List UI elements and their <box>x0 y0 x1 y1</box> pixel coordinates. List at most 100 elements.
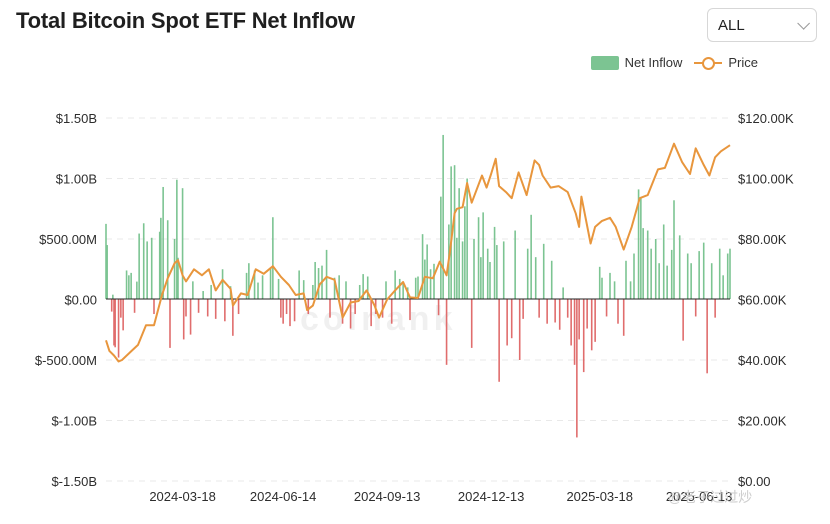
net-inflow-bar <box>128 275 130 299</box>
net-inflow-bar <box>613 281 616 299</box>
net-inflow-bar <box>546 299 548 324</box>
net-inflow-bar <box>192 281 194 299</box>
x-tick-label: 2024-09-13 <box>354 489 421 504</box>
legend-label: Price <box>728 55 758 70</box>
net-inflow-bar <box>534 257 537 299</box>
net-inflow-bar <box>722 275 724 299</box>
net-inflow-bar <box>358 284 361 299</box>
x-tick-label: 2024-03-18 <box>149 489 216 504</box>
net-inflow-bar <box>426 244 428 299</box>
net-inflow-bar <box>510 299 513 339</box>
net-inflow-bar <box>272 217 274 299</box>
net-inflow-bar <box>646 230 649 299</box>
net-inflow-bar <box>153 299 155 315</box>
net-inflow-bar <box>450 166 452 299</box>
net-inflow-bar <box>629 281 632 299</box>
net-inflow-bar <box>706 299 708 374</box>
net-inflow-bar <box>718 248 721 299</box>
net-inflow-bar <box>181 188 184 299</box>
net-inflow-bar <box>125 270 128 299</box>
net-inflow-bar <box>694 299 697 317</box>
net-inflow-bar <box>202 291 204 299</box>
net-inflow-bar <box>333 277 336 299</box>
net-inflow-bar <box>112 294 114 299</box>
net-inflow-bar <box>473 239 475 299</box>
net-inflow-bar <box>598 266 601 299</box>
net-inflow-bar <box>480 257 482 299</box>
net-inflow-bar <box>166 220 169 299</box>
net-inflow-bar <box>678 235 681 299</box>
net-inflow-bar <box>307 299 310 315</box>
net-inflow-bar <box>714 299 716 318</box>
net-inflow-bar <box>437 299 440 316</box>
net-inflow-bar <box>142 223 145 299</box>
net-inflow-bar <box>146 241 148 299</box>
net-inflow-bar <box>670 249 673 299</box>
net-inflow-bar <box>206 299 209 317</box>
net-inflow-bar <box>385 281 387 299</box>
net-inflow-bar <box>542 243 545 299</box>
net-inflow-bar <box>573 299 576 365</box>
net-inflow-bar <box>394 270 396 299</box>
net-inflow-bar <box>224 299 226 322</box>
net-inflow-bar <box>698 251 700 299</box>
net-inflow-bar <box>550 260 553 299</box>
net-inflow-swatch <box>590 55 619 70</box>
net-inflow-bar <box>417 276 419 299</box>
net-inflow-bar <box>197 299 200 313</box>
net-inflow-bar <box>106 245 108 299</box>
net-inflow-bar <box>566 299 569 318</box>
y-right-tick-label: $120.00K <box>738 111 794 126</box>
net-inflow-bar <box>261 275 264 299</box>
net-inflow-bar <box>257 282 259 299</box>
net-inflow-bar <box>390 299 393 324</box>
price-line <box>105 142 731 363</box>
net-inflow-bar <box>345 281 347 299</box>
x-tick-label: 2025-06-13 <box>666 489 733 504</box>
net-inflow-bar <box>526 248 529 299</box>
time-range-dropdown[interactable]: ALL <box>707 8 817 42</box>
net-inflow-bar <box>729 248 731 299</box>
net-inflow-bar <box>514 230 516 299</box>
net-inflow-bar <box>114 299 116 348</box>
net-inflow-bar <box>409 299 411 321</box>
net-inflow-bar <box>398 278 401 299</box>
y-right-tick-label: $20.00K <box>738 414 787 429</box>
net-inflow-bar <box>562 287 564 299</box>
net-inflow-bar <box>502 241 505 299</box>
y-left-tick-label: $500.00M <box>39 232 97 247</box>
x-tick-label: 2024-12-13 <box>458 489 525 504</box>
y-left-tick-label: $1.50B <box>56 111 97 126</box>
net-inflow-bar <box>458 188 460 299</box>
net-inflow-bar <box>122 299 124 331</box>
net-inflow-bar <box>169 299 171 348</box>
net-inflow-bar <box>440 196 442 299</box>
net-inflow-bar <box>362 274 364 299</box>
net-inflow-bar <box>477 217 480 299</box>
chart-legend: Net Inflow Price <box>590 55 758 70</box>
net-inflow-bar <box>617 299 619 324</box>
y-left-tick-label: $0.00 <box>64 293 97 308</box>
net-inflow-bar <box>293 299 296 322</box>
net-inflow-bar <box>162 186 164 299</box>
net-inflow-bar <box>282 299 284 324</box>
net-inflow-bar <box>341 299 344 324</box>
net-inflow-bar <box>605 299 608 317</box>
y-right-tick-label: $0.00 <box>738 474 771 489</box>
net-inflow-bar <box>461 241 464 299</box>
net-inflow-bar <box>482 212 484 299</box>
net-inflow-bar <box>594 299 596 342</box>
net-inflow-bar <box>625 260 627 299</box>
net-inflow-bar <box>666 265 668 299</box>
legend-item-net-inflow[interactable]: Net Inflow <box>590 55 682 70</box>
y-right-tick-label: $60.00K <box>738 293 787 308</box>
net-inflow-bar <box>160 217 162 299</box>
net-inflow-bar <box>248 263 250 299</box>
net-inflow-bar <box>133 299 136 313</box>
chart-title: Total Bitcoin Spot ETF Net Inflow <box>16 8 355 33</box>
net-inflow-bar <box>138 233 140 299</box>
legend-item-price[interactable]: Price <box>694 55 758 70</box>
net-inflow-bar <box>312 284 314 299</box>
net-inflow-bar <box>221 269 224 299</box>
